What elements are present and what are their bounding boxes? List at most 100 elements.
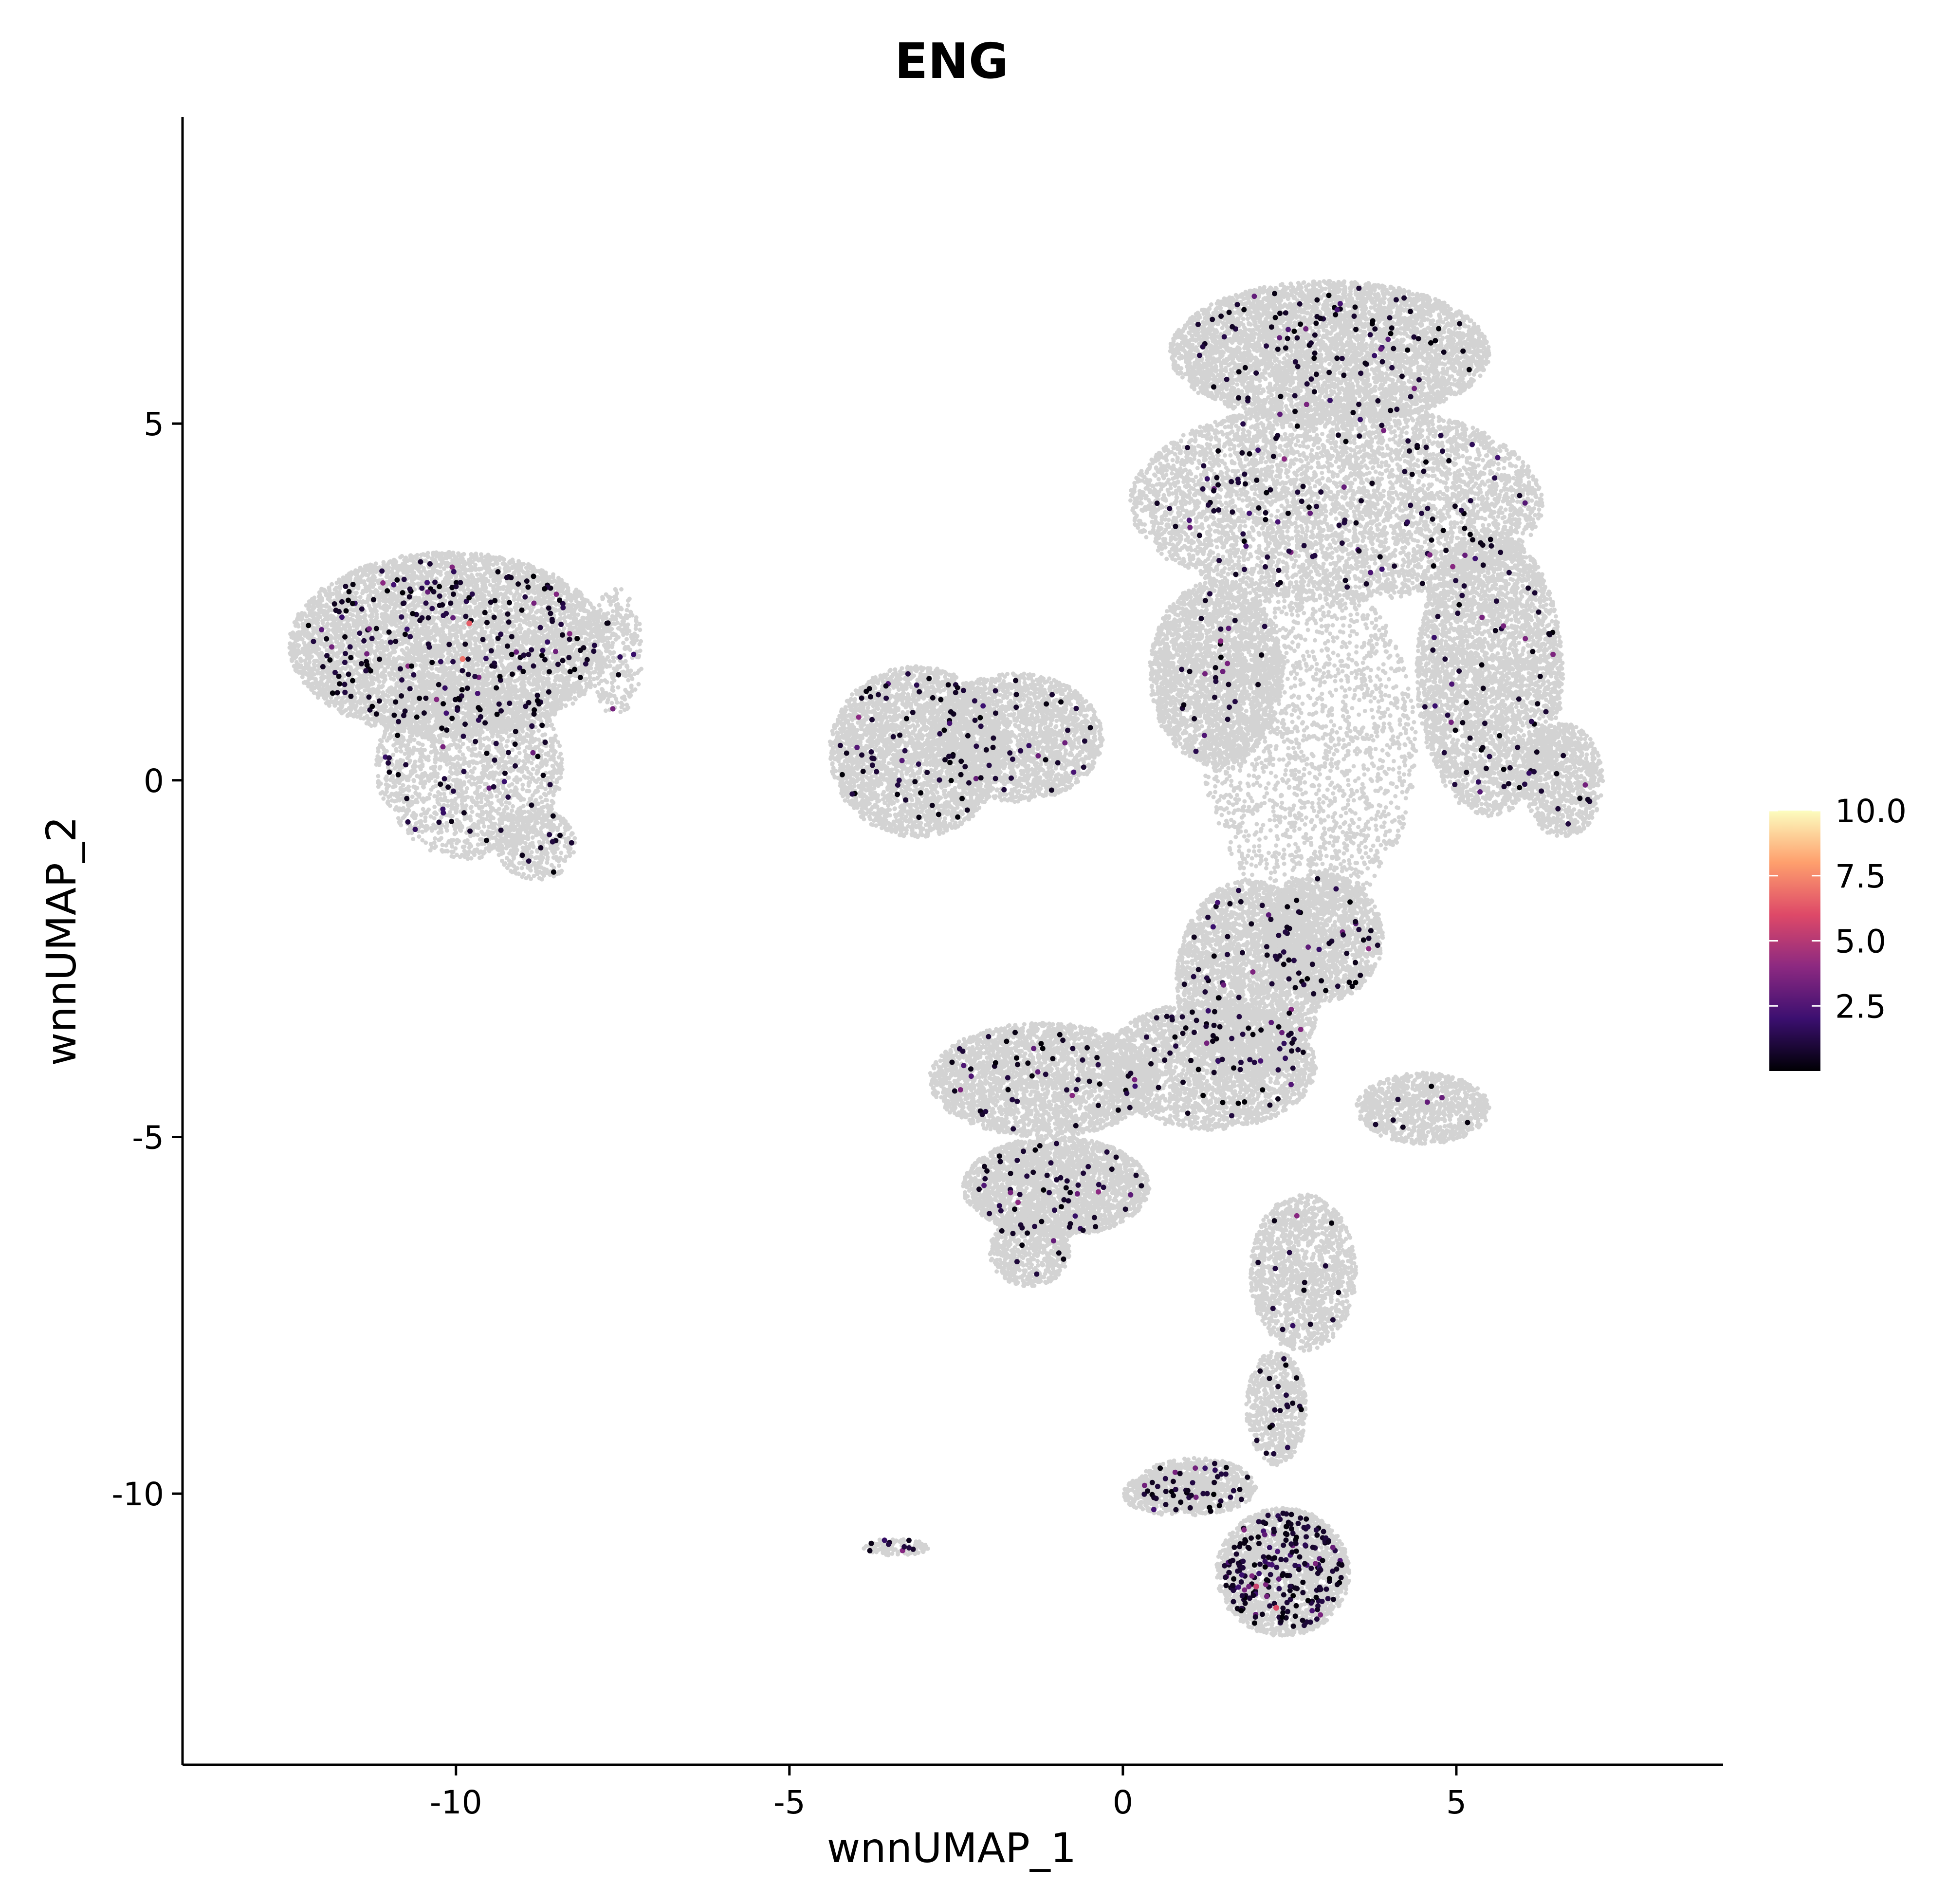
expressing-cell — [1308, 376, 1314, 382]
expressing-cell — [1097, 1081, 1102, 1087]
expressing-cell — [404, 795, 410, 801]
expressing-cell — [1252, 1620, 1257, 1626]
expressing-cell — [1343, 439, 1349, 444]
expressing-cell — [1464, 770, 1469, 775]
expressing-cell — [955, 814, 961, 820]
expressing-cell — [1325, 1539, 1331, 1545]
expressing-cell — [346, 589, 352, 594]
expressing-cell — [1018, 748, 1024, 754]
expressing-cell — [1501, 766, 1506, 772]
expressing-cell — [997, 1159, 1003, 1165]
expressing-cell — [1300, 1579, 1306, 1585]
expressing-cell — [1249, 921, 1254, 927]
expressing-cell — [1255, 1534, 1261, 1540]
expressing-cell — [1459, 592, 1465, 598]
expressing-cell — [418, 559, 423, 565]
expressing-cell — [1212, 694, 1217, 700]
expressing-cell — [402, 631, 408, 637]
expressing-cell — [1304, 402, 1309, 407]
expressing-cell — [1292, 1613, 1298, 1619]
expressing-cell — [539, 653, 545, 658]
expressing-cell — [1517, 493, 1523, 499]
expressing-cell — [1304, 976, 1310, 981]
expressing-cell — [1008, 1190, 1013, 1196]
expressing-cell — [1031, 1046, 1037, 1052]
expressing-cell — [1017, 1192, 1023, 1198]
expressing-cell — [897, 732, 903, 738]
expressing-cell — [1163, 1489, 1169, 1495]
expressing-cell — [1204, 1040, 1210, 1046]
expressing-cell — [1081, 1170, 1086, 1176]
expressing-cell — [1197, 352, 1202, 358]
expressing-cell — [1260, 1087, 1266, 1093]
expressing-cell — [1231, 1065, 1237, 1071]
expressing-cell — [396, 719, 402, 724]
expressing-cell — [1290, 1323, 1296, 1329]
expressing-cell — [1169, 1017, 1175, 1023]
expressing-cell — [1258, 1027, 1264, 1033]
expressing-cell — [491, 784, 496, 790]
expressing-cell — [480, 637, 486, 643]
expressing-cell — [882, 1537, 887, 1543]
expressing-cell — [1310, 1544, 1316, 1550]
expressing-cell — [549, 616, 555, 622]
expressing-cell — [366, 694, 372, 700]
colorbar-tick-label: 10.0 — [1835, 793, 1907, 830]
expressing-cell — [1301, 543, 1307, 549]
expressing-cell — [1268, 1019, 1274, 1025]
y-axis-ticks: 5 0 -5 -10 — [111, 406, 183, 1513]
expressing-cell — [1299, 499, 1304, 504]
expressing-cell — [331, 601, 337, 607]
expressing-cell — [945, 682, 951, 688]
expressing-cell — [1275, 1384, 1281, 1389]
expressing-cell — [463, 613, 469, 619]
expressing-cell — [1215, 448, 1221, 454]
expressing-cell — [1082, 738, 1087, 744]
expressing-cell — [1295, 364, 1301, 370]
expressing-cell — [423, 695, 429, 701]
expressing-cell — [1204, 975, 1210, 981]
expressing-cell — [1073, 1087, 1079, 1092]
expressing-cell — [1288, 1512, 1294, 1517]
expressing-cell — [1550, 651, 1556, 657]
expressing-cell — [1445, 712, 1451, 718]
expressing-cell — [1492, 628, 1498, 633]
expressing-cell — [1388, 407, 1394, 413]
expressing-cell — [1163, 1502, 1169, 1507]
expressing-cell — [1353, 327, 1359, 333]
expressing-cell — [569, 840, 574, 846]
expressing-cell — [910, 710, 916, 715]
expressing-cell — [1465, 1120, 1470, 1126]
expressing-cell — [1172, 1469, 1178, 1475]
expressing-cell — [1254, 477, 1260, 483]
expressing-cell — [1229, 479, 1234, 484]
expressing-cell — [1227, 704, 1232, 710]
expressing-cell — [1212, 1009, 1217, 1015]
expressing-cell — [1285, 904, 1290, 910]
expressing-cell — [400, 590, 405, 596]
expressing-cell — [959, 795, 965, 801]
expressing-cell — [1387, 315, 1393, 321]
expressing-cell — [483, 656, 489, 662]
expressing-cell — [916, 761, 921, 767]
expressing-cell — [957, 1046, 962, 1052]
expressing-cell — [476, 717, 481, 723]
expressing-cell — [426, 644, 432, 650]
expressing-cell — [1330, 1568, 1336, 1574]
expressing-cell — [542, 586, 548, 592]
expressing-cell — [357, 630, 363, 636]
expressing-cell — [1422, 704, 1428, 710]
expressing-cell — [1238, 1059, 1244, 1065]
x-axis-label: wnnUMAP_1 — [827, 1824, 1077, 1872]
expressing-cell — [868, 694, 873, 700]
expressing-cell — [531, 600, 537, 606]
x-tick-label: -5 — [773, 1784, 806, 1821]
expressing-cell — [1276, 1586, 1282, 1591]
expressing-cell — [1010, 1097, 1015, 1103]
expressing-cell — [534, 698, 540, 703]
expressing-cell — [1256, 1541, 1262, 1546]
expressing-cell — [1302, 1561, 1308, 1567]
expressing-cell — [1274, 1565, 1280, 1570]
expressing-cell — [1479, 662, 1485, 668]
expressing-cell — [403, 762, 409, 768]
